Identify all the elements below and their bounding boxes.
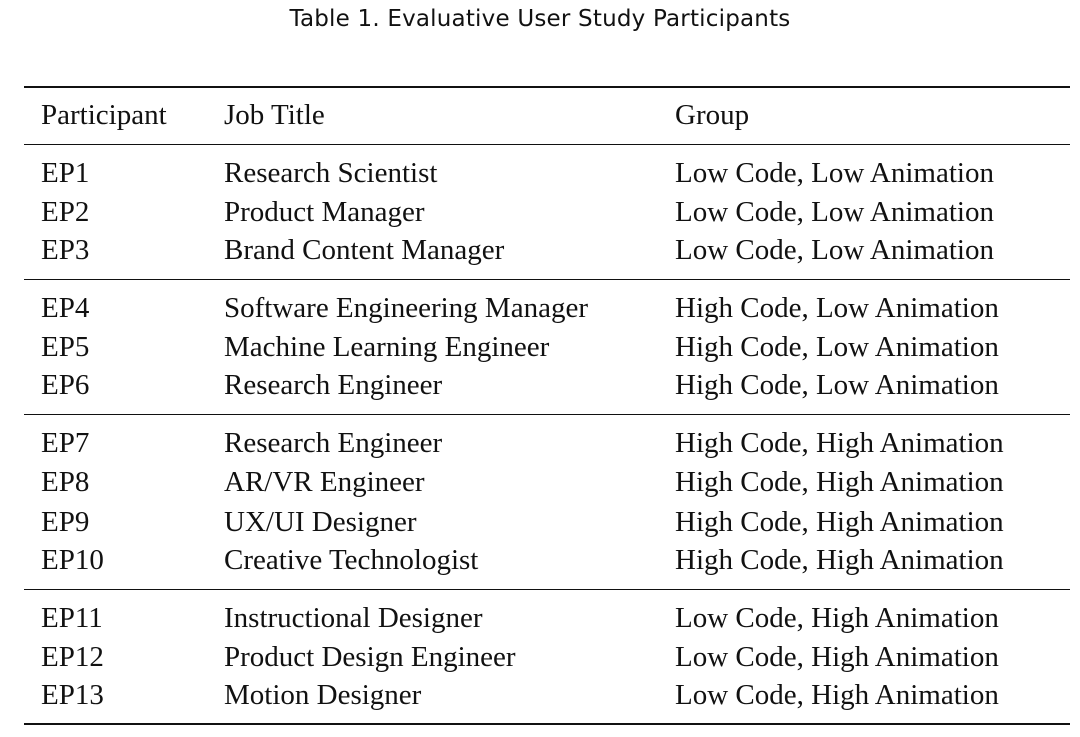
header-job-title: Job Title xyxy=(224,99,325,132)
cell-group: High Code, High Animation xyxy=(675,544,1004,577)
table-row: EP3 Brand Content Manager Low Code, Low … xyxy=(24,232,1070,279)
table-row: EP12 Product Design Engineer Low Code, H… xyxy=(24,637,1070,677)
cell-participant: EP7 xyxy=(41,426,90,459)
table-row: EP13 Motion Designer Low Code, High Anim… xyxy=(24,677,1070,724)
cell-job-title: Instructional Designer xyxy=(224,601,483,634)
cell-participant: EP9 xyxy=(41,505,90,538)
cell-participant: EP8 xyxy=(41,465,90,498)
header-participant: Participant xyxy=(41,99,167,132)
row-group-2: EP4 Software Engineering Manager High Co… xyxy=(24,279,1070,414)
cell-participant: EP1 xyxy=(41,156,90,189)
cell-group: Low Code, High Animation xyxy=(675,601,999,634)
cell-job-title: Creative Technologist xyxy=(224,544,479,577)
table-row: EP2 Product Manager Low Code, Low Animat… xyxy=(24,192,1070,232)
header-group: Group xyxy=(675,99,750,132)
cell-participant: EP5 xyxy=(41,330,90,363)
cell-participant: EP3 xyxy=(41,234,90,267)
cell-group: High Code, Low Animation xyxy=(675,291,999,324)
table-row: EP8 AR/VR Engineer High Code, High Anima… xyxy=(24,462,1070,502)
table-row: EP5 Machine Learning Engineer High Code,… xyxy=(24,327,1070,367)
cell-participant: EP6 xyxy=(41,369,90,402)
cell-job-title: Machine Learning Engineer xyxy=(224,330,550,363)
cell-job-title: Brand Content Manager xyxy=(224,234,505,267)
cell-participant: EP12 xyxy=(41,640,104,673)
participants-table: Participant Job Title Group EP1 Research… xyxy=(24,86,1070,725)
row-group-3: EP7 Research Engineer High Code, High An… xyxy=(24,414,1070,589)
cell-group: Low Code, Low Animation xyxy=(675,156,994,189)
cell-group: High Code, High Animation xyxy=(675,505,1004,538)
cell-job-title: Research Engineer xyxy=(224,426,443,459)
cell-group: Low Code, Low Animation xyxy=(675,234,994,267)
cell-job-title: Motion Designer xyxy=(224,679,422,711)
cell-job-title: Product Design Engineer xyxy=(224,640,516,673)
cell-group: Low Code, High Animation xyxy=(675,640,999,673)
table-row: EP6 Research Engineer High Code, Low Ani… xyxy=(24,367,1070,414)
table-row: EP4 Software Engineering Manager High Co… xyxy=(24,279,1070,327)
row-group-4: EP11 Instructional Designer Low Code, Hi… xyxy=(24,589,1070,724)
cell-group: Low Code, High Animation xyxy=(675,679,999,711)
table-row: EP11 Instructional Designer Low Code, Hi… xyxy=(24,589,1070,637)
cell-participant: EP4 xyxy=(41,291,90,324)
cell-group: Low Code, Low Animation xyxy=(675,195,994,228)
cell-group: High Code, High Animation xyxy=(675,465,1004,498)
table-row: EP9 UX/UI Designer High Code, High Anima… xyxy=(24,502,1070,542)
table-caption: Table 1. Evaluative User Study Participa… xyxy=(289,6,791,32)
header-row: Participant Job Title Group xyxy=(24,87,1070,144)
cell-job-title: Research Engineer xyxy=(224,369,443,402)
cell-participant: EP10 xyxy=(41,544,104,577)
cell-job-title: Software Engineering Manager xyxy=(224,291,588,324)
cell-job-title: Research Scientist xyxy=(224,156,438,189)
row-group-1: EP1 Research Scientist Low Code, Low Ani… xyxy=(24,144,1070,279)
cell-participant: EP13 xyxy=(41,679,104,711)
table-header: Participant Job Title Group xyxy=(24,87,1070,144)
cell-participant: EP2 xyxy=(41,195,90,228)
cell-group: High Code, Low Animation xyxy=(675,330,999,363)
table-row: EP1 Research Scientist Low Code, Low Ani… xyxy=(24,144,1070,192)
cell-participant: EP11 xyxy=(41,601,103,634)
table-row: EP10 Creative Technologist High Code, Hi… xyxy=(24,542,1070,589)
cell-job-title: AR/VR Engineer xyxy=(224,465,425,498)
cell-job-title: Product Manager xyxy=(224,195,425,228)
cell-job-title: UX/UI Designer xyxy=(224,505,417,538)
cell-group: High Code, Low Animation xyxy=(675,369,999,402)
table-row: EP7 Research Engineer High Code, High An… xyxy=(24,414,1070,462)
cell-group: High Code, High Animation xyxy=(675,426,1004,459)
